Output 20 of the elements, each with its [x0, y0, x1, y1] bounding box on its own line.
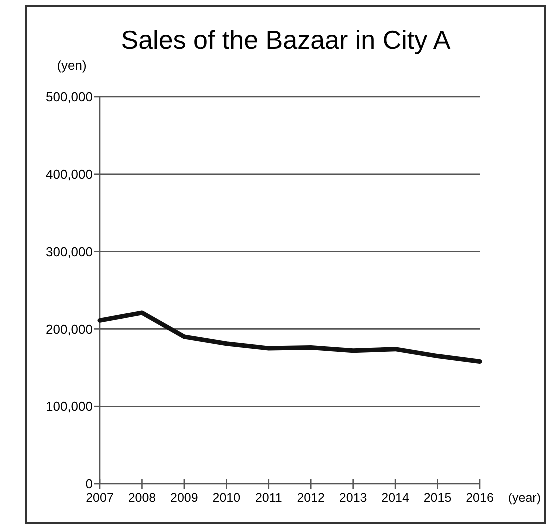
x-tick-label: 2013: [339, 491, 368, 505]
x-tick-label: 2016: [466, 491, 494, 505]
x-tick-label: 2007: [86, 491, 114, 505]
x-tick-label: 2010: [212, 491, 241, 505]
line-series: [98, 310, 482, 364]
x-axis-title: (year): [508, 491, 541, 505]
y-axis-title: (yen): [57, 58, 87, 73]
chart-title: Sales of the Bazaar in City A: [121, 25, 452, 55]
x-tick-label: 2015: [424, 491, 452, 505]
y-tick-label: 500,000: [46, 90, 93, 105]
x-tick-label: 2008: [128, 491, 156, 505]
x-tick-label: 2009: [170, 491, 198, 505]
x-tick-label: 2011: [255, 491, 282, 505]
y-tick-label: 0: [86, 476, 93, 492]
y-tick-label: 400,000: [46, 166, 93, 182]
y-tick-label: 200,000: [46, 322, 93, 337]
y-tick-label: 300,000: [46, 244, 93, 260]
x-tick-label: 2014: [382, 491, 410, 505]
y-tick-label: 100,000: [46, 399, 93, 414]
x-tick-label: 2012: [297, 491, 326, 505]
